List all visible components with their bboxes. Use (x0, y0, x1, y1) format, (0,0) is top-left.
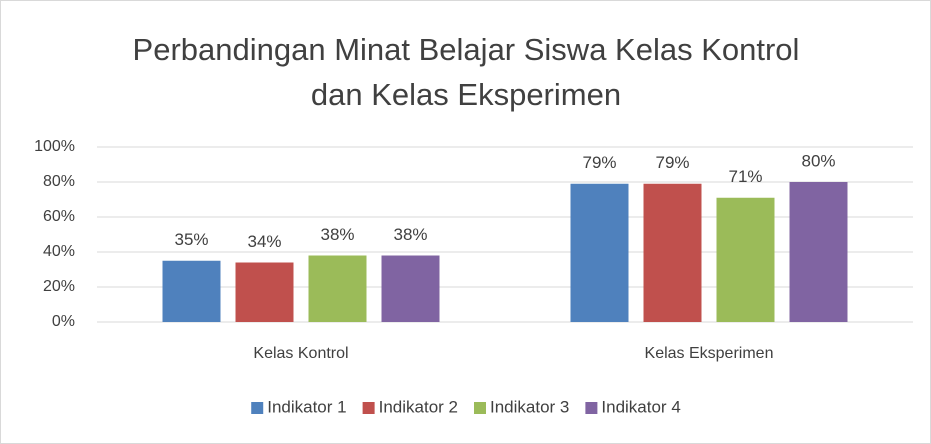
value-label: 79% (582, 153, 616, 172)
legend-label: Indikator 4 (601, 397, 680, 416)
bar (162, 260, 221, 322)
legend-label: Indikator 3 (490, 397, 569, 416)
y-tick-label: 20% (43, 278, 75, 295)
bar (716, 197, 775, 322)
value-label: 34% (247, 232, 281, 251)
legend-swatch (474, 402, 486, 414)
legend-swatch (251, 402, 264, 414)
value-label: 38% (393, 225, 427, 244)
bar (570, 183, 629, 322)
y-tick-label: 60% (43, 208, 75, 225)
bar (308, 255, 367, 322)
legend-swatch (362, 402, 375, 414)
bar (643, 183, 702, 322)
chart-title: dan Kelas Eksperimen (311, 77, 621, 112)
bar (381, 255, 440, 322)
value-label: 71% (728, 167, 762, 186)
value-label: 35% (174, 230, 208, 249)
value-label: 80% (801, 151, 835, 170)
bar (789, 182, 848, 322)
value-label: 38% (320, 225, 354, 244)
legend-swatch (585, 402, 598, 414)
value-label: 79% (655, 153, 689, 172)
y-tick-label: 0% (52, 313, 75, 330)
y-tick-label: 80% (43, 173, 75, 190)
y-tick-label: 40% (43, 243, 75, 260)
legend-label: Indikator 1 (267, 397, 346, 416)
y-tick-label: 100% (34, 138, 75, 155)
chart-title: Perbandingan Minat Belajar Siswa Kelas K… (133, 32, 800, 67)
x-tick-label: Kelas Kontrol (253, 345, 348, 362)
bar (235, 262, 294, 322)
x-tick-label: Kelas Eksperimen (645, 345, 774, 362)
legend-label: Indikator 2 (379, 397, 458, 416)
